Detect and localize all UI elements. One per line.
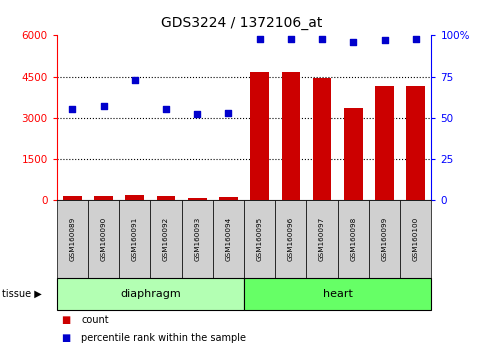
Bar: [375, 86, 394, 200]
Point: [350, 39, 357, 45]
Text: diaphragm: diaphragm: [120, 289, 181, 299]
Text: GSM160099: GSM160099: [382, 217, 387, 261]
Text: percentile rank within the sample: percentile rank within the sample: [81, 333, 246, 343]
Point: [381, 38, 388, 43]
Point: [162, 107, 170, 112]
Point: [193, 112, 201, 117]
Bar: [406, 86, 425, 200]
Bar: [157, 196, 176, 200]
Text: GSM160097: GSM160097: [319, 217, 325, 261]
Bar: [219, 197, 238, 200]
Text: GSM160094: GSM160094: [225, 217, 231, 261]
Bar: [282, 73, 300, 200]
Point: [69, 107, 76, 112]
Text: GSM160089: GSM160089: [70, 217, 75, 261]
Bar: [313, 78, 331, 200]
Text: GDS3224 / 1372106_at: GDS3224 / 1372106_at: [161, 16, 322, 30]
Text: heart: heart: [323, 289, 352, 299]
Text: ■: ■: [62, 315, 71, 325]
Point: [256, 36, 264, 41]
Text: GSM160096: GSM160096: [288, 217, 294, 261]
Text: GSM160091: GSM160091: [132, 217, 138, 261]
Point: [318, 36, 326, 41]
Bar: [344, 108, 363, 200]
Point: [412, 36, 420, 41]
Bar: [188, 198, 207, 200]
Bar: [250, 73, 269, 200]
Bar: [63, 196, 82, 200]
Bar: [125, 195, 144, 200]
Point: [224, 110, 232, 116]
Text: count: count: [81, 315, 109, 325]
Bar: [94, 196, 113, 200]
Text: GSM160098: GSM160098: [351, 217, 356, 261]
Text: GSM160092: GSM160092: [163, 217, 169, 261]
Text: GSM160093: GSM160093: [194, 217, 200, 261]
Text: GSM160100: GSM160100: [413, 217, 419, 261]
Text: tissue ▶: tissue ▶: [2, 289, 42, 299]
Point: [100, 103, 107, 109]
Text: ■: ■: [62, 333, 71, 343]
Point: [287, 36, 295, 41]
Text: GSM160095: GSM160095: [257, 217, 263, 261]
Text: GSM160090: GSM160090: [101, 217, 106, 261]
Point: [131, 77, 139, 83]
